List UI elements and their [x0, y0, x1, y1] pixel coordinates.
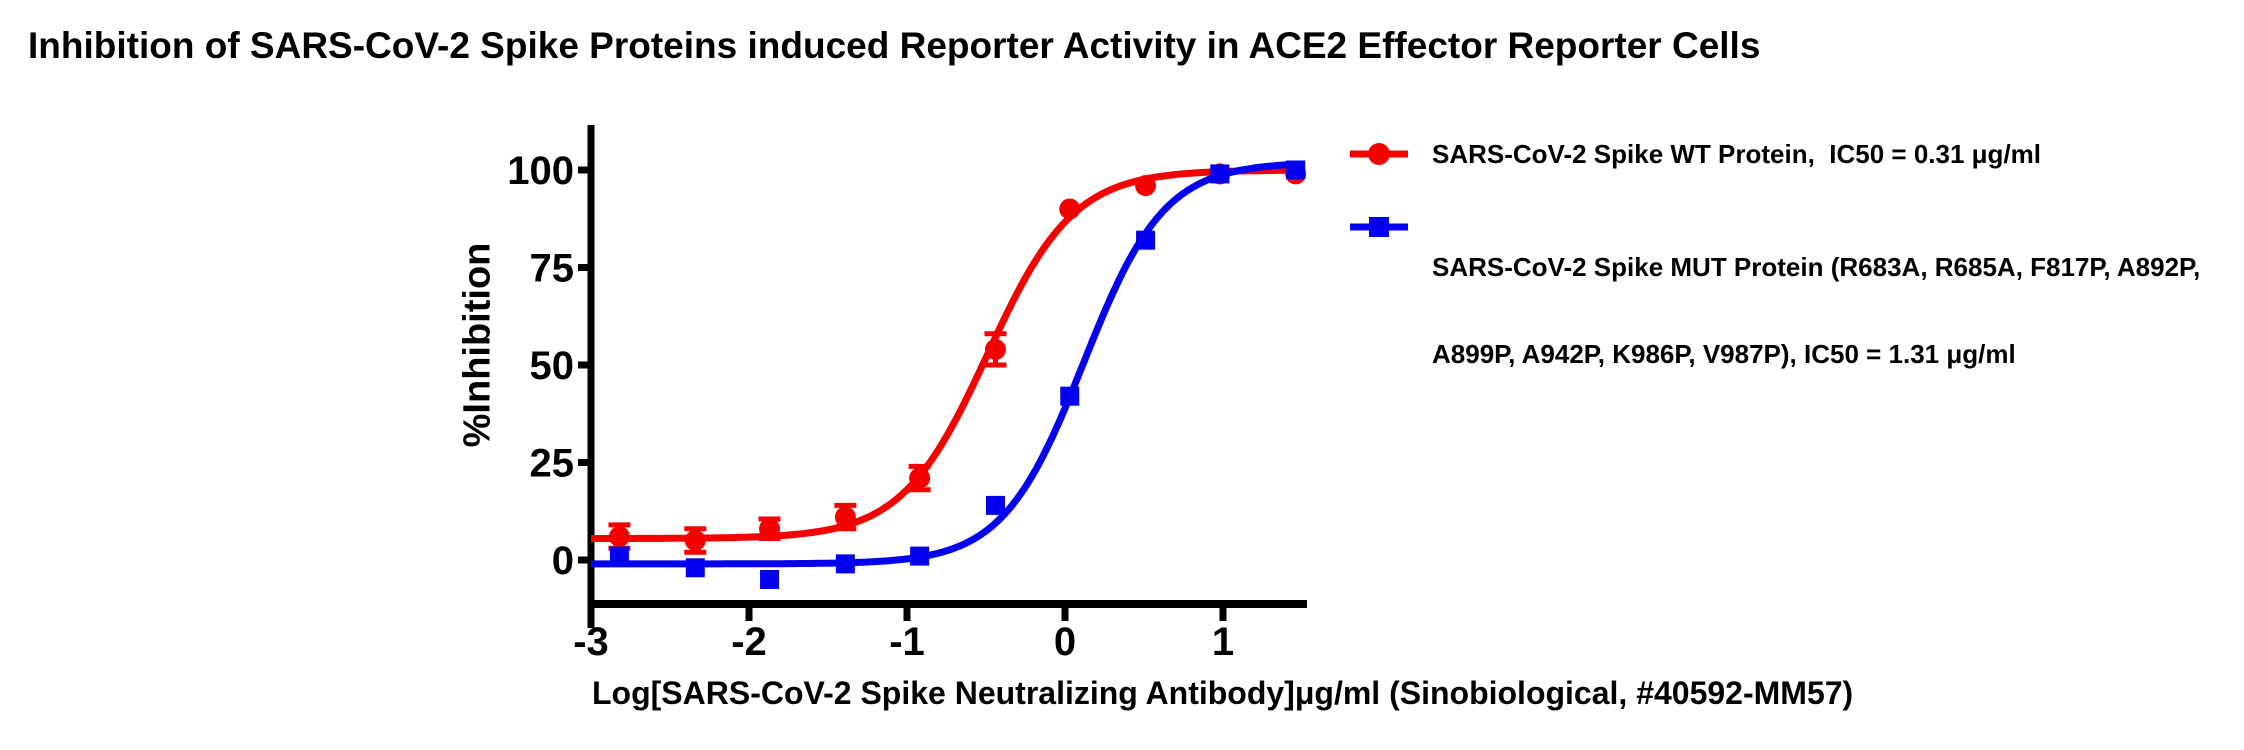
data-point-square	[910, 546, 930, 566]
x-axis-ticks: -3 -2 -1 0 1	[573, 608, 1234, 664]
data-point-square	[609, 546, 629, 566]
y-tick-label: 0	[552, 539, 574, 583]
data-point-square	[1060, 386, 1080, 406]
x-tick-label: 1	[1212, 620, 1234, 664]
legend-marker-mut-square	[1369, 217, 1389, 237]
data-point-square	[985, 495, 1005, 515]
legend-label-mut: SARS-CoV-2 Spike MUT Protein (R683A, R68…	[1432, 195, 2200, 427]
chart-title: Inhibition of SARS-CoV-2 Spike Proteins …	[28, 25, 1761, 66]
data-point-square	[835, 554, 855, 574]
x-tick-label: -2	[731, 620, 767, 664]
y-tick-label: 25	[530, 442, 575, 486]
data-point-square	[1286, 160, 1306, 180]
y-tick-label: 100	[507, 149, 574, 193]
data-point-square	[760, 570, 780, 589]
legend-label-mut-line1: SARS-CoV-2 Spike MUT Protein (R683A, R68…	[1432, 252, 2201, 282]
y-tick-label: 50	[530, 344, 575, 388]
x-tick-label: -3	[573, 620, 609, 664]
legend-label-mut-line2: A899P, A942P, K986P, V987P), IC50 = 1.31…	[1432, 339, 2016, 369]
legend-label-wt: SARS-CoV-2 Spike WT Protein, IC50 = 0.31…	[1432, 139, 2042, 169]
mut-series	[591, 160, 1306, 589]
x-axis-label: Log[SARS-CoV-2 Spike Neutralizing Antibo…	[592, 675, 1854, 711]
legend-markers	[1350, 143, 1408, 237]
legend-marker-wt-circle	[1368, 143, 1390, 165]
data-point-square	[685, 558, 705, 578]
x-tick-label: -1	[889, 620, 925, 664]
data-point-square	[1210, 164, 1230, 184]
wt-series	[591, 163, 1307, 555]
y-tick-label: 75	[530, 247, 575, 291]
x-tick-label: 0	[1054, 620, 1076, 664]
y-axis-ticks: 0 25 50 75 100	[507, 149, 591, 583]
fit-curve	[591, 160, 1296, 568]
data-point-square	[1136, 230, 1156, 250]
fit-curve	[591, 166, 1296, 542]
y-axis-label: %Inhibition	[456, 242, 499, 448]
